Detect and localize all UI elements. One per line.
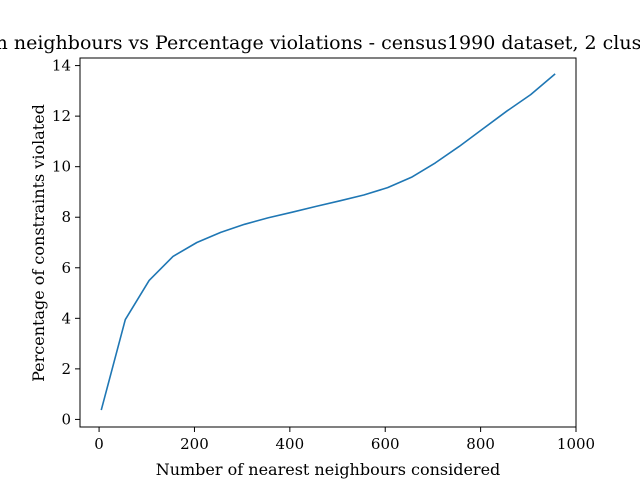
x-tick-label: 400 xyxy=(276,435,305,453)
x-axis-ticks: 0 200 400 600 800 1000 xyxy=(94,427,595,453)
x-tick-label: 800 xyxy=(466,435,495,453)
x-tick-label: 600 xyxy=(371,435,400,453)
y-tick-label: 10 xyxy=(52,158,71,176)
y-tick-label: 14 xyxy=(52,57,71,75)
chart-title: Num neighbours vs Percentage violations … xyxy=(0,32,640,54)
x-tick-label: 0 xyxy=(94,435,104,453)
y-tick-label: 12 xyxy=(52,107,71,125)
y-axis-ticks: 0 2 4 6 8 10 12 14 xyxy=(52,57,80,428)
axes-frame xyxy=(79,57,577,428)
y-tick-label: 4 xyxy=(61,309,71,327)
series-line-violations xyxy=(100,73,556,411)
x-axis-label: Number of nearest neighbours considered xyxy=(156,460,501,479)
y-tick-label: 6 xyxy=(61,259,71,277)
y-axis-label: Percentage of constraints violated xyxy=(29,104,48,382)
y-tick-label: 8 xyxy=(61,208,71,226)
y-tick-label: 2 xyxy=(61,360,71,378)
series-layer xyxy=(100,73,556,411)
x-tick-label: 1000 xyxy=(557,435,595,453)
y-tick-label: 0 xyxy=(61,410,71,428)
x-tick-label: 200 xyxy=(180,435,209,453)
plot-area: 0 200 400 600 800 1000 0 2 4 6 8 10 12 14 xyxy=(52,57,595,453)
